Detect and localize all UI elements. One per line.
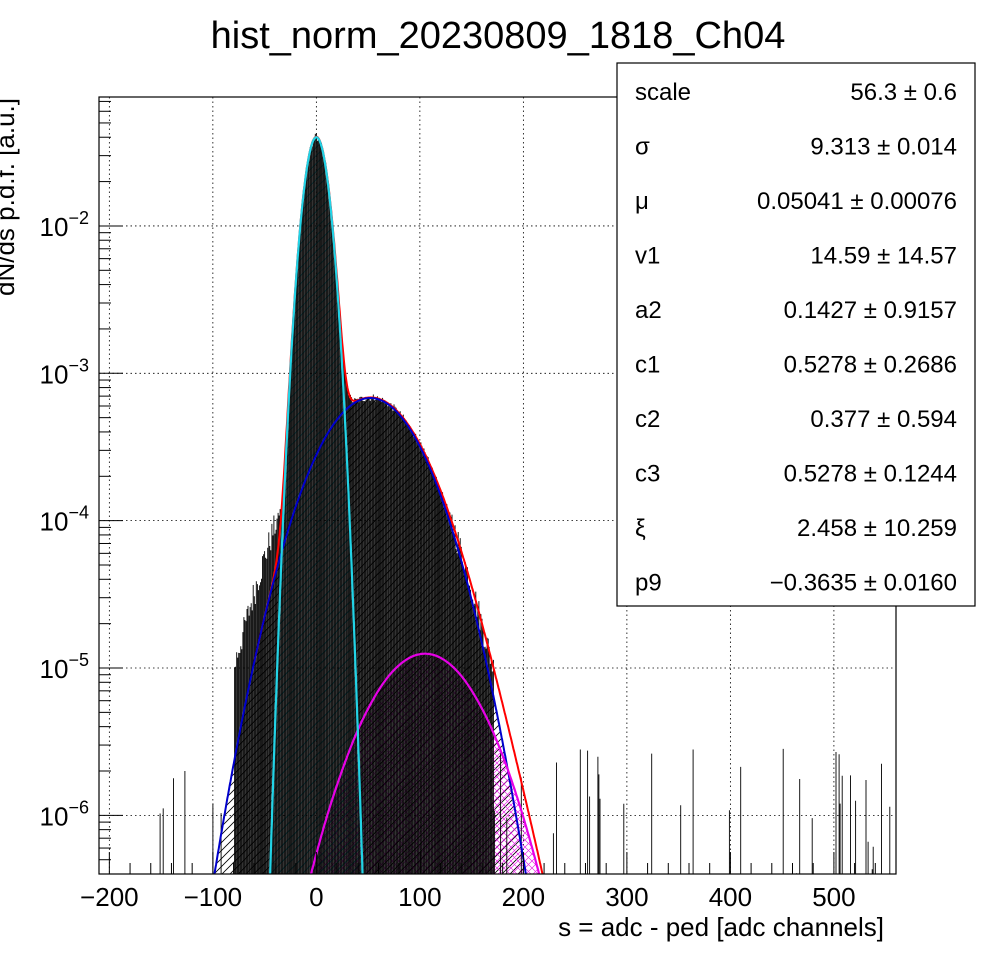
stat-label: ξ [635, 515, 646, 542]
x-tick-label: 300 [605, 882, 648, 912]
stat-label: c1 [635, 352, 660, 379]
x-tick-label: −100 [184, 882, 243, 912]
stat-label: μ [635, 188, 649, 215]
x-axis-title: s = adc - ped [adc channels] [558, 912, 884, 942]
stats-box-frame [616, 62, 976, 607]
stat-value: 9.313 ± 0.014 [810, 134, 957, 161]
axis-ticks [99, 100, 897, 875]
stat-label: p9 [635, 570, 662, 597]
y-tick-labels: 10−6 10−5 10−4 10−3 10−2 [40, 208, 89, 831]
double-pe-curve [309, 652, 541, 874]
x-tick-label: 100 [398, 882, 441, 912]
stat-label: v1 [635, 243, 660, 270]
y-tick-label: 10−6 [40, 797, 89, 831]
y-tick-label: 10−2 [40, 208, 89, 242]
x-tick-label: 0 [309, 882, 323, 912]
stat-value: 0.5278 ± 0.2686 [784, 352, 957, 379]
stat-value: 0.1427 ± 0.9157 [784, 297, 957, 324]
stat-value: 2.458 ± 10.259 [797, 515, 957, 542]
stat-label: c2 [635, 406, 660, 433]
y-tick-label: 10−3 [40, 355, 89, 389]
stat-value: 0.377 ± 0.594 [810, 406, 957, 433]
x-tick-label: 500 [812, 882, 855, 912]
stat-value: 56.3 ± 0.6 [850, 79, 957, 106]
fit-curves [213, 135, 544, 874]
stat-value: 0.5278 ± 0.1244 [784, 461, 957, 488]
y-axis-title: dN/ds p.d.f. [a.u.] [0, 98, 20, 296]
x-tick-labels: −200 −100 0 100 200 300 400 500 [80, 882, 856, 912]
stat-value: −0.3635 ± 0.0160 [770, 570, 957, 597]
x-tick-label: 200 [502, 882, 545, 912]
histogram [159, 133, 891, 874]
single-pe-curve [213, 397, 527, 874]
stat-label: c3 [635, 461, 660, 488]
y-tick-label: 10−4 [40, 503, 89, 537]
x-tick-label: −200 [80, 882, 139, 912]
stat-label: a2 [635, 297, 662, 324]
stat-label: σ [635, 134, 650, 161]
x-tick-label: 400 [709, 882, 752, 912]
y-tick-label: 10−5 [40, 650, 89, 684]
stats-box: scale 56.3 ± 0.6 σ 9.313 ± 0.014 μ 0.05041 ± … [616, 62, 976, 607]
stat-label: scale [635, 79, 691, 106]
stats-rows: scale 56.3 ± 0.6 σ 9.313 ± 0.014 μ 0.05041 ± … [635, 79, 957, 597]
stat-value: 14.59 ± 14.57 [810, 243, 957, 270]
histogram-bins [159, 133, 891, 874]
chart-title: hist_norm_20230809_1818_Ch04 [211, 15, 786, 57]
pedestal-curve [269, 136, 364, 874]
stat-value: 0.05041 ± 0.00076 [757, 188, 957, 215]
